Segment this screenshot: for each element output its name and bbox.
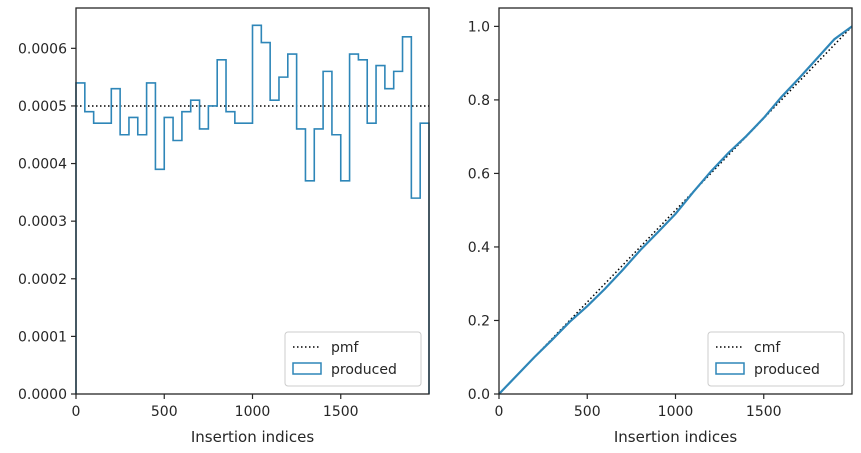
produced-cumulative-point — [604, 288, 605, 289]
y-tick-label: 0.4 — [468, 240, 490, 256]
y-tick-label: 0.6 — [468, 166, 490, 182]
y-tick-label: 0.0 — [468, 387, 490, 403]
produced-bin-bar — [261, 43, 270, 394]
legend-box — [284, 331, 422, 387]
produced-bin-bar — [182, 112, 191, 394]
produced-cumulative-point — [534, 357, 535, 358]
produced-bin-bar — [120, 135, 129, 394]
produced-cumulative-point — [834, 39, 835, 40]
produced-cumulative-point — [816, 58, 817, 59]
cmf-line-panel: 0 500 1000 1500 0.0 0.2 0.4 0.6 0.8 1.0 Insertio… — [468, 7, 853, 446]
cmf-line-x-axis-label: Insertion indices — [614, 428, 737, 446]
y-tick-label: 0.0004 — [18, 157, 67, 173]
cmf-line-x-ticks: 0 500 1000 1500 — [495, 394, 782, 420]
produced-bin-bar — [85, 112, 94, 394]
produced-bin-bar — [200, 129, 209, 394]
y-tick-label: 0.0000 — [18, 387, 67, 403]
produced-cumulative-point — [763, 117, 764, 118]
x-tick-label: 500 — [151, 404, 178, 420]
produced-cumulative-point — [587, 306, 588, 307]
legend-box — [707, 331, 845, 387]
produced-cumulative-point — [693, 192, 694, 193]
produced-bin-bar — [270, 100, 279, 394]
pmf-histogram-legend: pmf produced — [284, 331, 422, 387]
produced-bin-bar — [111, 89, 120, 394]
produced-bin-bar — [235, 123, 244, 394]
produced-bin-bar — [147, 83, 156, 394]
produced-cumulative-point — [781, 96, 782, 97]
y-tick-label: 0.0002 — [18, 272, 67, 288]
pmf-histogram-x-ticks: 0 500 1000 1500 — [72, 394, 359, 420]
y-tick-label: 0.0001 — [18, 329, 67, 345]
pmf-histogram-x-axis-label: Insertion indices — [191, 428, 314, 446]
cmf-line-marks — [498, 25, 853, 395]
produced-cumulative-line — [498, 25, 853, 395]
produced-cumulative-point — [675, 213, 676, 214]
pmf-histogram-marks — [75, 24, 430, 394]
produced-bin-bar — [226, 112, 235, 394]
produced-cumulative-point — [516, 375, 517, 376]
produced-bin-bar — [244, 123, 253, 394]
legend-cmf-label: cmf — [754, 340, 781, 356]
produced-cumulative-point — [569, 321, 570, 322]
x-tick-label: 1000 — [235, 404, 271, 420]
produced-cumulative-point — [746, 136, 747, 137]
produced-bin-bar — [138, 135, 147, 394]
produced-bin-bar — [191, 100, 200, 394]
produced-bin-bar — [94, 123, 103, 394]
y-tick-label: 0.0006 — [18, 41, 67, 57]
y-tick-label: 0.2 — [468, 313, 490, 329]
x-tick-label: 500 — [574, 404, 601, 420]
produced-cumulative-point — [728, 152, 729, 153]
x-tick-label: 0 — [495, 404, 504, 420]
produced-bin-bar — [208, 106, 217, 394]
legend-pmf-label: pmf — [331, 340, 360, 356]
x-tick-label: 1000 — [658, 404, 694, 420]
y-tick-label: 1.0 — [468, 19, 490, 35]
legend-produced-swatch — [715, 362, 745, 375]
produced-histogram-step — [75, 24, 430, 394]
produced-bin-bar — [129, 117, 138, 394]
y-tick-label: 0.0005 — [18, 99, 67, 115]
produced-bin-bar — [173, 141, 182, 394]
pmf-histogram-panel: 0 500 1000 1500 0.00000.00010.00020.00030.0… — [18, 7, 430, 446]
y-tick-label: 0.0003 — [18, 214, 67, 230]
x-tick-label: 1500 — [746, 404, 782, 420]
produced-cumulative-point — [799, 78, 800, 79]
cmf-line-y-ticks: 0.0 0.2 0.4 0.6 0.8 1.0 — [468, 19, 499, 403]
x-tick-label: 1500 — [323, 404, 359, 420]
produced-cumulative-point — [657, 232, 658, 233]
produced-bin-bar — [76, 83, 85, 394]
produced-bin-bar — [102, 123, 111, 394]
cmf-line-legend: cmf produced — [707, 331, 845, 387]
pmf-histogram-y-ticks: 0.0000 0.0001 0.0002 0.0003 0.0004 0.0005 0.00… — [18, 41, 76, 403]
legend-produced-swatch — [292, 362, 322, 375]
legend-produced-label: produced — [754, 362, 820, 378]
x-tick-label: 0 — [72, 404, 81, 420]
legend-produced-label: produced — [331, 362, 397, 378]
produced-cumulative-point — [710, 171, 711, 172]
produced-bin-bar — [164, 117, 173, 394]
produced-cumulative-point — [640, 250, 641, 251]
produced-bin-bar — [253, 25, 262, 394]
produced-cumulative-point — [551, 339, 552, 340]
produced-cumulative-point — [622, 270, 623, 271]
y-tick-label: 0.8 — [468, 93, 490, 109]
produced-bin-bar — [217, 60, 226, 394]
produced-bin-bar — [155, 169, 164, 394]
